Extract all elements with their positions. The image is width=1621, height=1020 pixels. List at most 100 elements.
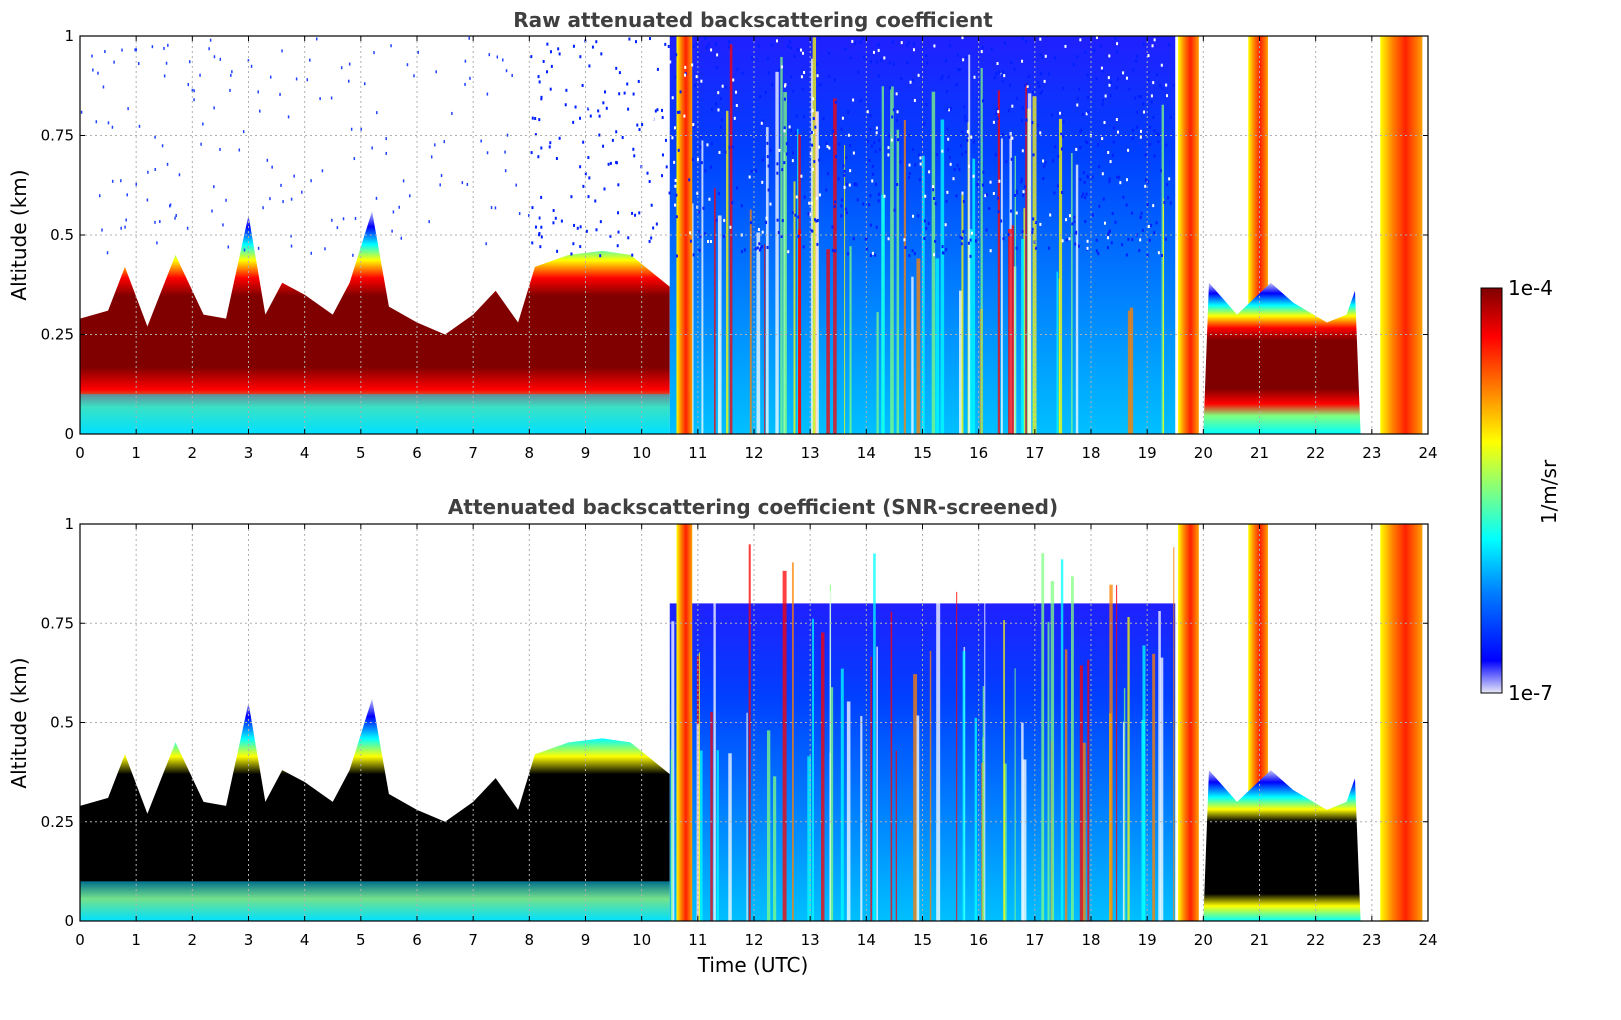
noise-speckle bbox=[287, 115, 290, 119]
noise-speckle bbox=[1001, 79, 1004, 83]
noise-speckle bbox=[342, 217, 345, 221]
noise-speckle bbox=[1149, 125, 1152, 129]
noise-speckle bbox=[778, 68, 781, 72]
noise-speckle bbox=[570, 195, 573, 199]
raw-gridlines bbox=[80, 36, 1428, 434]
noise-speckle bbox=[665, 165, 668, 169]
noise-speckle bbox=[969, 254, 972, 258]
noise-speckle bbox=[698, 210, 701, 214]
noise-speckle bbox=[1111, 153, 1114, 157]
signal-streak bbox=[1173, 547, 1175, 921]
noise-speckle bbox=[1116, 77, 1119, 81]
x-tick-label: 10 bbox=[632, 931, 651, 949]
noise-speckle bbox=[281, 49, 283, 53]
noise-speckle bbox=[238, 148, 241, 152]
noise-speckle bbox=[546, 42, 549, 46]
noise-speckle bbox=[981, 183, 984, 187]
noise-speckle bbox=[962, 200, 965, 204]
noise-speckle bbox=[581, 66, 584, 70]
noise-speckle bbox=[1042, 159, 1045, 163]
noise-speckle bbox=[1008, 135, 1011, 139]
noise-speckle bbox=[797, 234, 800, 238]
signal-streak bbox=[833, 98, 837, 434]
x-tick-label: 3 bbox=[244, 444, 254, 462]
noise-speckle bbox=[845, 211, 848, 215]
noise-speckle bbox=[169, 204, 171, 208]
noise-speckle bbox=[849, 169, 852, 173]
noise-speckle bbox=[1146, 253, 1149, 257]
noise-speckle bbox=[546, 70, 549, 74]
noise-speckle bbox=[1122, 71, 1125, 75]
signal-streak bbox=[671, 621, 675, 921]
noise-speckle bbox=[1022, 193, 1025, 197]
noise-speckle bbox=[816, 74, 819, 78]
noise-speckle bbox=[1108, 180, 1111, 184]
signal-streak bbox=[1082, 742, 1086, 921]
noise-speckle bbox=[1118, 175, 1121, 179]
noise-speckle bbox=[1058, 111, 1061, 115]
noise-speckle bbox=[1115, 118, 1118, 122]
noise-speckle bbox=[934, 239, 937, 243]
signal-streak bbox=[780, 56, 783, 435]
noise-speckle bbox=[812, 117, 815, 121]
noise-speckle bbox=[766, 155, 769, 159]
x-tick-label: 4 bbox=[300, 931, 310, 949]
x-tick-label: 6 bbox=[412, 444, 422, 462]
noise-speckle bbox=[831, 248, 834, 252]
noise-speckle bbox=[1077, 244, 1080, 248]
noise-speckle bbox=[1131, 128, 1134, 132]
signal-streak bbox=[764, 244, 766, 434]
noise-speckle bbox=[843, 173, 846, 177]
noise-speckle bbox=[1010, 61, 1013, 65]
noise-speckle bbox=[1116, 130, 1119, 134]
noise-speckle bbox=[1087, 175, 1090, 179]
signal-streak bbox=[916, 258, 921, 434]
noise-speckle bbox=[947, 75, 950, 79]
noise-speckle bbox=[674, 203, 677, 207]
noise-speckle bbox=[579, 225, 582, 229]
noise-speckle bbox=[550, 64, 553, 68]
noise-speckle bbox=[552, 209, 555, 213]
noise-speckle bbox=[944, 59, 947, 63]
noise-speckle bbox=[946, 127, 949, 131]
noise-speckle bbox=[871, 179, 874, 183]
noise-speckle bbox=[887, 146, 890, 150]
noise-speckle bbox=[154, 167, 156, 171]
x-tick-label: 4 bbox=[300, 444, 310, 462]
noise-speckle bbox=[641, 249, 644, 253]
noise-speckle bbox=[360, 127, 362, 131]
noise-speckle bbox=[1026, 82, 1029, 86]
noise-speckle bbox=[579, 245, 582, 249]
noise-speckle bbox=[550, 137, 553, 141]
noise-speckle bbox=[1016, 96, 1019, 100]
noise-speckle bbox=[811, 97, 814, 101]
noise-speckle bbox=[724, 150, 727, 154]
noise-speckle bbox=[146, 198, 149, 202]
noise-speckle bbox=[637, 79, 640, 83]
noise-speckle bbox=[595, 40, 598, 44]
noise-speckle bbox=[780, 235, 783, 239]
noise-speckle bbox=[833, 78, 836, 82]
noise-speckle bbox=[875, 131, 878, 135]
noise-speckle bbox=[641, 132, 644, 136]
noise-speckle bbox=[1086, 96, 1089, 100]
noise-speckle bbox=[661, 174, 664, 178]
noise-speckle bbox=[1026, 84, 1029, 88]
noise-speckle bbox=[729, 225, 732, 229]
noise-speckle bbox=[852, 98, 855, 102]
noise-speckle bbox=[1020, 180, 1023, 184]
noise-speckle bbox=[923, 236, 926, 240]
noise-speckle bbox=[932, 188, 935, 192]
x-tick-label: 24 bbox=[1418, 444, 1437, 462]
noise-speckle bbox=[662, 71, 665, 75]
noise-speckle bbox=[178, 173, 181, 177]
noise-speckle bbox=[211, 209, 213, 213]
noise-speckle bbox=[754, 247, 757, 251]
noise-speckle bbox=[1073, 215, 1076, 219]
noise-speckle bbox=[903, 238, 906, 242]
noise-speckle bbox=[800, 174, 803, 178]
noise-speckle bbox=[607, 162, 610, 166]
noise-speckle bbox=[785, 142, 788, 146]
noise-speckle bbox=[615, 161, 618, 165]
noise-speckle bbox=[1023, 83, 1026, 87]
